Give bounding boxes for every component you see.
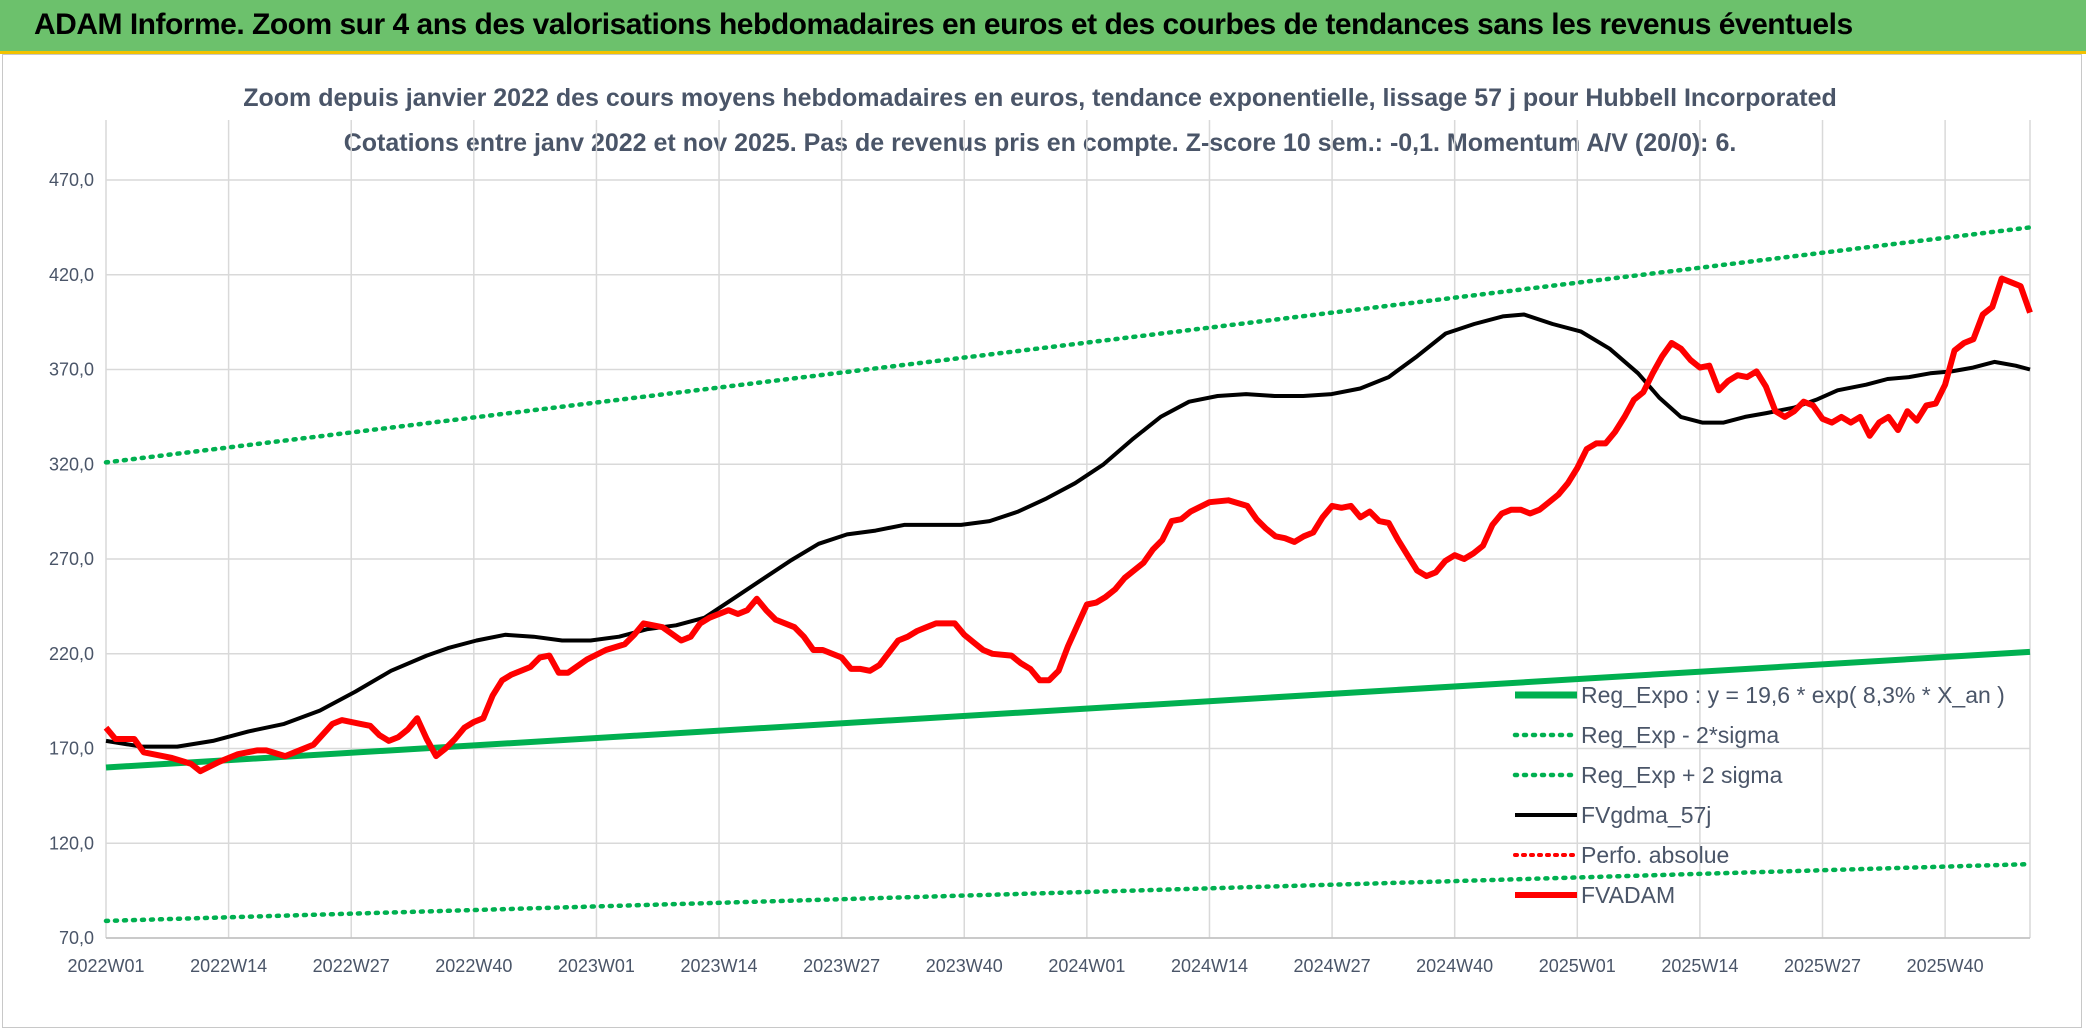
chart-frame (2, 54, 2082, 1028)
x-tick-label: 2023W40 (926, 956, 1003, 976)
x-tick-label: 2025W27 (1784, 956, 1861, 976)
y-tick-label: 470,0 (49, 170, 94, 190)
legend-label-low: Reg_Exp - 2*sigma (1581, 722, 1779, 748)
x-tick-label: 2023W27 (803, 956, 880, 976)
x-tick-label: 2023W14 (681, 956, 758, 976)
y-tick-label: 420,0 (49, 265, 94, 285)
y-tick-label: 370,0 (49, 360, 94, 380)
x-tick-label: 2025W40 (1907, 956, 1984, 976)
y-tick-label: 320,0 (49, 454, 94, 474)
chart-grid (105, 120, 2031, 939)
legend-label-price: FVADAM (1581, 882, 1675, 908)
chart-title-line2: Cotations entre janv 2022 et nov 2025. P… (344, 129, 1737, 157)
legend-label-high: Reg_Exp + 2 sigma (1581, 762, 1783, 788)
y-tick-label: 70,0 (59, 928, 94, 948)
y-tick-label: 170,0 (49, 739, 94, 759)
series-fvadam (103, 275, 2033, 775)
y-tick-label: 270,0 (49, 549, 94, 569)
legend-label-reg: Reg_Expo : y = 19,6 * exp( 8,3% * X_an ) (1581, 682, 2005, 708)
series-reg-expo (105, 648, 2031, 771)
report-title: ADAM Informe. Zoom sur 4 ans des valoris… (34, 8, 1853, 41)
x-tick-label: 2023W01 (558, 956, 635, 976)
x-tick-label: 2022W01 (67, 956, 144, 976)
x-tick-label: 2024W27 (1294, 956, 1371, 976)
x-tick-label: 2022W14 (190, 956, 267, 976)
x-tick-label: 2022W40 (435, 956, 512, 976)
x-tick-label: 2025W01 (1539, 956, 1616, 976)
legend: Reg_Expo : y = 19,6 * exp( 8,3% * X_an )… (1512, 682, 2005, 908)
legend-label-perf: Perfo. absolue (1581, 842, 1729, 868)
x-tick-label: 2025W14 (1661, 956, 1738, 976)
x-tick-label: 2022W27 (313, 956, 390, 976)
series-reg-exp-2-sigma (103, 861, 2033, 924)
y-tick-label: 120,0 (49, 833, 94, 853)
x-axis-ticks: 2022W01 2022W14 2022W27 2022W40 2023W01 2023W… (67, 956, 1983, 976)
legend-label-sma: FVgdma_57j (1581, 802, 1711, 828)
y-axis-ticks: 70,0 120,0 170,0 220,0 270,0 320,0 370,0 420,0 4… (49, 170, 94, 948)
chart-title-line1: Zoom depuis janvier 2022 des cours moyen… (243, 84, 1837, 112)
series-reg-exp-2-sigma (103, 225, 2033, 465)
x-tick-label: 2024W40 (1416, 956, 1493, 976)
series-layer (103, 225, 2033, 924)
report-banner: ADAM Informe. Zoom sur 4 ans des valoris… (0, 0, 2086, 54)
y-tick-label: 220,0 (49, 644, 94, 664)
x-tick-label: 2024W01 (1048, 956, 1125, 976)
x-tick-label: 2024W14 (1171, 956, 1248, 976)
